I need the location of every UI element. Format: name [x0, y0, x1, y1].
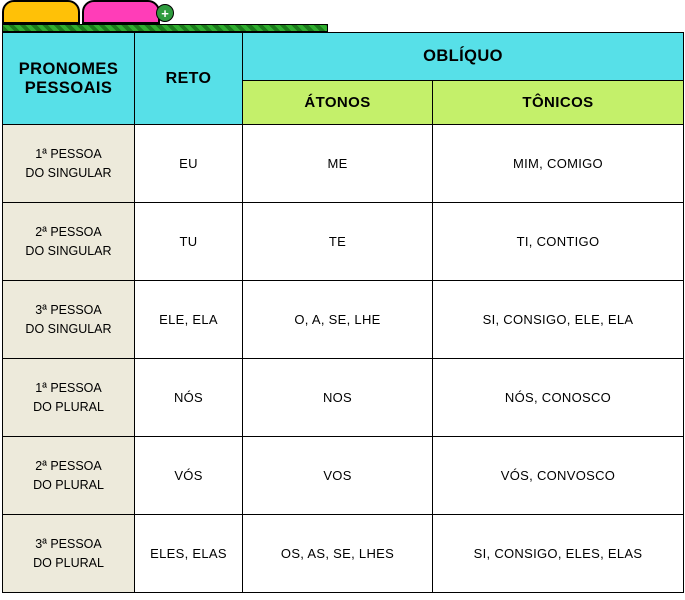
cell-reto: NÓS	[135, 359, 243, 437]
row-label: 2ª PESSOADO PLURAL	[3, 437, 135, 515]
cell-reto: EU	[135, 125, 243, 203]
table-row: 1ª PESSOADO PLURAL NÓS NOS NÓS, CONOSCO	[3, 359, 684, 437]
tab-bar: +	[0, 0, 685, 24]
table-row: 3ª PESSOADO PLURAL ELES, ELAS OS, AS, SE…	[3, 515, 684, 593]
row-label: 2ª PESSOADO SINGULAR	[3, 203, 135, 281]
header-atonos: ÁTONOS	[243, 81, 433, 125]
row-label: 1ª PESSOADO SINGULAR	[3, 125, 135, 203]
header-tonicos: TÔNICOS	[433, 81, 684, 125]
table-body: 1ª PESSOADO SINGULAR EU ME MIM, COMIGO 2…	[3, 125, 684, 593]
cell-atonos: OS, AS, SE, LHES	[243, 515, 433, 593]
tab-yellow[interactable]	[2, 0, 80, 24]
tab-pink[interactable]	[82, 0, 160, 24]
cell-atonos: VOS	[243, 437, 433, 515]
row-label: 1ª PESSOADO PLURAL	[3, 359, 135, 437]
cell-tonicos: TI, CONTIGO	[433, 203, 684, 281]
cell-tonicos: VÓS, CONVOSCO	[433, 437, 684, 515]
header-pronomes-text: PRONOMESPESSOAIS	[7, 60, 130, 98]
decorative-top-bar	[2, 24, 328, 32]
cell-atonos: ME	[243, 125, 433, 203]
table-row: 2ª PESSOADO PLURAL VÓS VOS VÓS, CONVOSCO	[3, 437, 684, 515]
header-obliquo: OBLÍQUO	[243, 33, 684, 81]
cell-tonicos: NÓS, CONOSCO	[433, 359, 684, 437]
cell-reto: TU	[135, 203, 243, 281]
cell-reto: ELES, ELAS	[135, 515, 243, 593]
cell-atonos: O, A, SE, LHE	[243, 281, 433, 359]
cell-tonicos: SI, CONSIGO, ELE, ELA	[433, 281, 684, 359]
cell-reto: ELE, ELA	[135, 281, 243, 359]
cell-atonos: NOS	[243, 359, 433, 437]
add-tab-button[interactable]: +	[156, 4, 174, 22]
table-row: 2ª PESSOADO SINGULAR TU TE TI, CONTIGO	[3, 203, 684, 281]
row-label: 3ª PESSOADO SINGULAR	[3, 281, 135, 359]
table-row: 3ª PESSOADO SINGULAR ELE, ELA O, A, SE, …	[3, 281, 684, 359]
plus-icon: +	[161, 6, 169, 21]
pronouns-table: PRONOMESPESSOAIS RETO OBLÍQUO ÁTONOS TÔN…	[2, 32, 684, 593]
header-reto: RETO	[135, 33, 243, 125]
cell-reto: VÓS	[135, 437, 243, 515]
row-label: 3ª PESSOADO PLURAL	[3, 515, 135, 593]
table-row: 1ª PESSOADO SINGULAR EU ME MIM, COMIGO	[3, 125, 684, 203]
cell-tonicos: MIM, COMIGO	[433, 125, 684, 203]
cell-tonicos: SI, CONSIGO, ELES, ELAS	[433, 515, 684, 593]
header-pronomes: PRONOMESPESSOAIS	[3, 33, 135, 125]
cell-atonos: TE	[243, 203, 433, 281]
